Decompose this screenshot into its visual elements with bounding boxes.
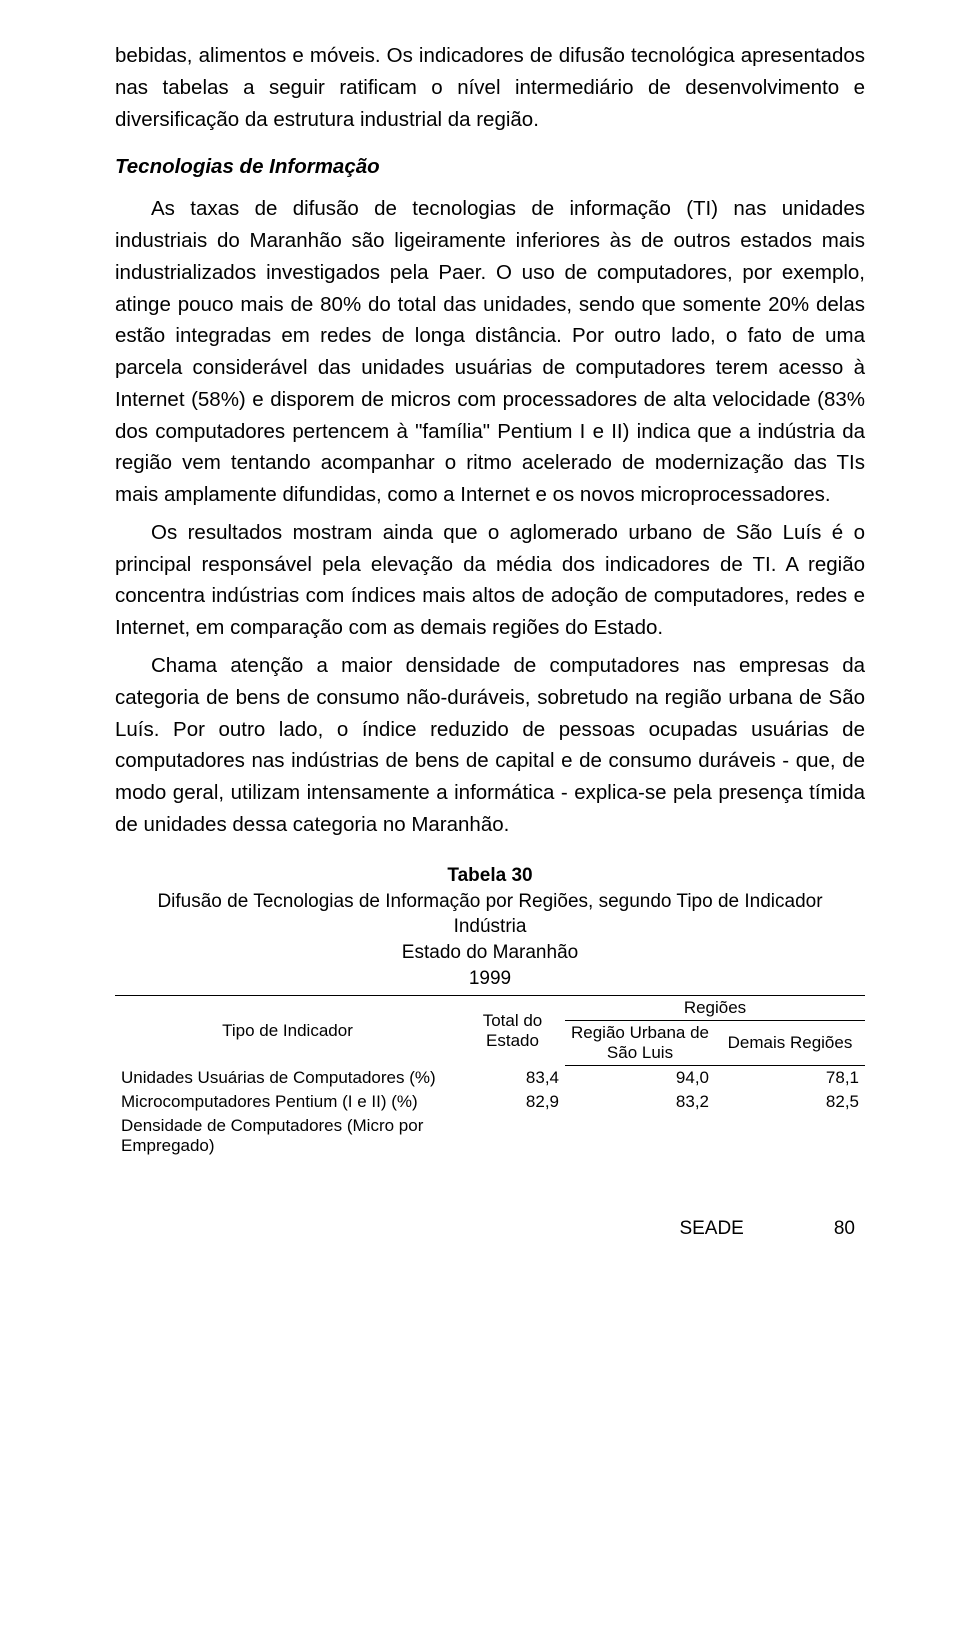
row-r1: 83,2 bbox=[565, 1090, 715, 1114]
table-row: Densidade de Computadores (Micro por Emp… bbox=[115, 1114, 865, 1158]
row-r1 bbox=[565, 1114, 715, 1158]
row-label: Unidades Usuárias de Computadores (%) bbox=[115, 1066, 460, 1091]
paragraph-1: As taxas de difusão de tecnologias de in… bbox=[115, 193, 865, 511]
col-header-demais: Demais Regiões bbox=[715, 1021, 865, 1066]
table-row: Unidades Usuárias de Computadores (%) 83… bbox=[115, 1066, 865, 1091]
table-row: Microcomputadores Pentium (I e II) (%) 8… bbox=[115, 1090, 865, 1114]
row-total: 83,4 bbox=[460, 1066, 565, 1091]
row-r2 bbox=[715, 1114, 865, 1158]
row-r2: 78,1 bbox=[715, 1066, 865, 1091]
row-r1: 94,0 bbox=[565, 1066, 715, 1091]
table-scope-estado: Estado do Maranhão bbox=[115, 940, 865, 966]
row-label: Microcomputadores Pentium (I e II) (%) bbox=[115, 1090, 460, 1114]
section-heading: Tecnologias de Informação bbox=[115, 155, 865, 179]
paragraph-3: Chama atenção a maior densidade de compu… bbox=[115, 650, 865, 841]
table-title: Difusão de Tecnologias de Informação por… bbox=[115, 889, 865, 915]
page-footer: SEADE 80 bbox=[115, 1218, 865, 1240]
footer-page-number: 80 bbox=[834, 1218, 855, 1240]
row-label: Densidade de Computadores (Micro por Emp… bbox=[115, 1114, 460, 1158]
col-header-regioes: Regiões bbox=[565, 996, 865, 1021]
table-30: Tabela 30 Difusão de Tecnologias de Info… bbox=[115, 865, 865, 1159]
row-total bbox=[460, 1114, 565, 1158]
paragraph-2: Os resultados mostram ainda que o aglome… bbox=[115, 517, 865, 644]
row-total: 82,9 bbox=[460, 1090, 565, 1114]
row-r2: 82,5 bbox=[715, 1090, 865, 1114]
table-number: Tabela 30 bbox=[115, 865, 865, 887]
data-table: Tipo de Indicador Total do Estado Regiõe… bbox=[115, 995, 865, 1158]
col-header-indicator: Tipo de Indicador bbox=[115, 996, 460, 1066]
footer-org: SEADE bbox=[679, 1218, 743, 1240]
col-header-sao-luis: Região Urbana de São Luis bbox=[565, 1021, 715, 1066]
table-scope-industria: Indústria bbox=[115, 914, 865, 940]
table-scope-year: 1999 bbox=[115, 966, 865, 992]
col-header-total: Total do Estado bbox=[460, 996, 565, 1066]
lead-paragraph: bebidas, alimentos e móveis. Os indicado… bbox=[115, 40, 865, 135]
